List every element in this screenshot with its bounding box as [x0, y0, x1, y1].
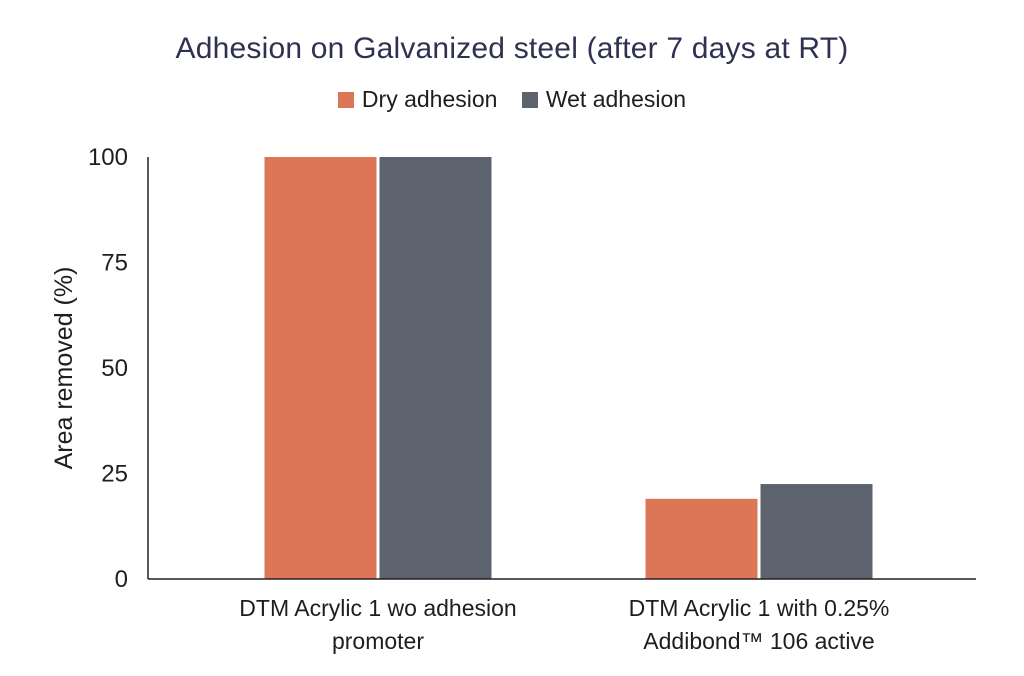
legend-swatch-wet [521, 92, 538, 109]
x-tick-label: promoter [332, 628, 424, 654]
y-tick-label: 25 [101, 461, 128, 488]
legend-swatch-dry [337, 92, 354, 109]
x-tick-label: DTM Acrylic 1 with 0.25% [629, 595, 890, 621]
bar-wet-1 [379, 157, 492, 579]
y-tick-label: 75 [101, 250, 128, 277]
bar-wet-2 [760, 484, 873, 579]
x-tick-label: DTM Acrylic 1 wo adhesion [239, 595, 516, 621]
y-tick-label: 50 [101, 355, 128, 382]
y-axis-ticks: 0 25 50 75 100 [88, 144, 128, 593]
bars [264, 157, 873, 579]
legend-item-dry: Dry adhesion [337, 86, 498, 113]
legend-label-dry: Dry adhesion [361, 86, 498, 113]
y-axis-label: Area removed (%) [50, 267, 78, 470]
bar-dry-1 [264, 157, 377, 579]
y-tick-label: 100 [88, 144, 128, 171]
x-axis-labels: DTM Acrylic 1 wo adhesion promoter DTM Acr… [239, 595, 889, 654]
legend-item-wet: Wet adhesion [521, 86, 687, 113]
legend-label-wet: Wet adhesion [545, 86, 687, 113]
legend: Dry adhesion Wet adhesion [0, 85, 1024, 113]
chart-title: Adhesion on Galvanized steel (after 7 da… [175, 32, 849, 65]
x-tick-label: Addibond™ 106 active [643, 628, 874, 654]
bar-dry-2 [645, 498, 758, 579]
y-tick-label: 0 [115, 566, 128, 593]
